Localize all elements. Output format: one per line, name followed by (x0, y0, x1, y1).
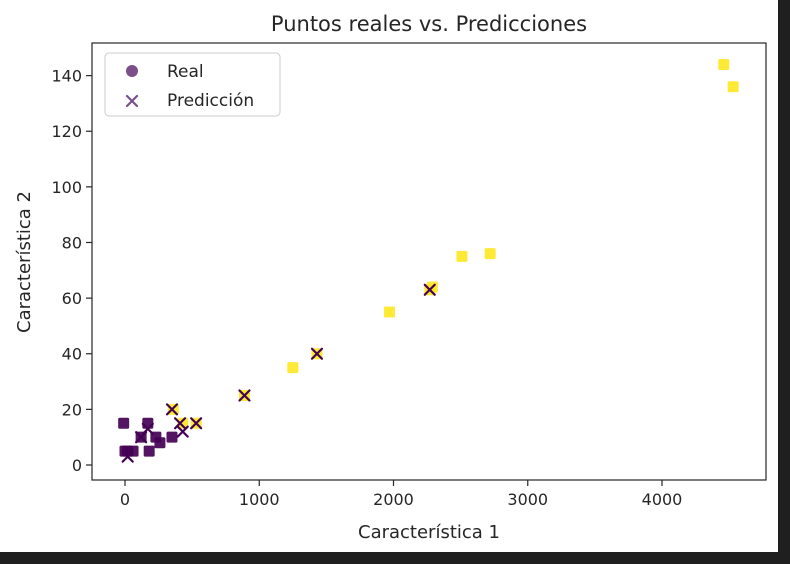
real-point (143, 445, 155, 457)
real-point (727, 81, 739, 93)
y-tick-label: 80 (62, 233, 82, 252)
y-tick-label: 120 (51, 122, 82, 141)
predicted-point-stroke-b (165, 403, 179, 416)
legend-prediction-marker (125, 94, 139, 108)
legend-prediction-x-stroke-b (125, 94, 139, 108)
y-tick-label: 140 (51, 67, 82, 86)
real-point (484, 248, 496, 260)
real-point (177, 417, 189, 429)
real-point (166, 431, 178, 443)
predicted-point-stroke-b (310, 347, 324, 360)
predicted-point-stroke-b (121, 450, 134, 463)
predicted-point (238, 389, 251, 402)
predicted-point-stroke-b (238, 389, 251, 402)
figure-canvas: Puntos reales vs. Predicciones 0 1000 2000… (0, 0, 778, 552)
predicted-point-stroke-b (135, 431, 148, 444)
x-tick-label: 1000 (239, 490, 280, 509)
predicted-point (141, 422, 154, 435)
predicted-point (165, 403, 179, 416)
plot-frame (91, 42, 767, 481)
legend: Real Predicción (104, 52, 281, 117)
predicted-point (176, 425, 189, 438)
real-point (118, 417, 130, 429)
y-tick-label: 20 (62, 400, 82, 419)
legend-prediction-x (125, 94, 139, 108)
x-tick-label: 4000 (642, 490, 683, 509)
data-marks (118, 58, 739, 463)
predicted-point (135, 431, 148, 444)
y-tick-label: 100 (51, 178, 82, 197)
y-axis-label: Característica 2 (14, 191, 35, 333)
real-point (383, 306, 395, 318)
predicted-point-stroke-b (190, 417, 203, 430)
real-point (142, 417, 154, 429)
predicted-point (121, 450, 134, 463)
real-point (154, 437, 166, 449)
axis-ticks: 0 1000 2000 3000 4000 0 20 40 60 80 100 120 140 (51, 67, 682, 509)
y-tick-label: 60 (62, 289, 82, 308)
real-point (456, 250, 468, 262)
x-tick-label: 2000 (373, 490, 414, 509)
predicted-point (190, 417, 203, 430)
real-point (287, 362, 299, 374)
x-tick-label: 0 (120, 490, 130, 509)
legend-real-marker (126, 65, 138, 77)
x-tick-label: 3000 (507, 490, 548, 509)
scatter-chart: Puntos reales vs. Predicciones 0 1000 2000… (14, 12, 767, 543)
x-axis-label: Característica 1 (358, 522, 500, 543)
legend-real-label: Real (167, 62, 204, 82)
legend-prediction-label: Predicción (167, 91, 254, 111)
real-point (718, 58, 730, 70)
predicted-point-stroke-b (423, 283, 436, 296)
y-tick-label: 0 (72, 456, 82, 475)
legend-box (104, 52, 281, 117)
y-tick-label: 40 (62, 345, 82, 364)
predicted-point (310, 347, 324, 360)
predicted-point-stroke-b (176, 425, 189, 438)
predicted-point (423, 283, 436, 296)
chart-title: Puntos reales vs. Predicciones (271, 12, 587, 36)
predicted-point-stroke-b (141, 422, 154, 435)
